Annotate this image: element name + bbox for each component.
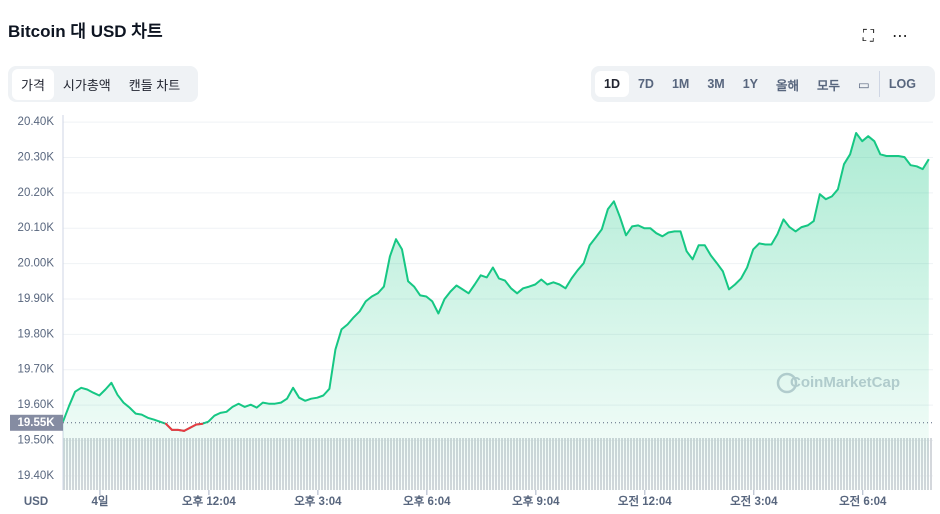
below-segment: [195, 422, 204, 426]
y-tick-label: 20.30K: [18, 151, 55, 163]
x-tick-label: 오전 6:04: [839, 494, 887, 508]
y-tick-label: 19.80K: [18, 328, 55, 340]
tab-group: 가격 시가총액 캔들 차트: [8, 66, 198, 102]
log-button[interactable]: LOG: [878, 71, 925, 97]
x-tick-label: 오후 6:04: [403, 494, 451, 508]
y-tick-label: 19.60K: [18, 399, 55, 411]
chart-title: Bitcoin 대 USD 차트: [8, 22, 163, 41]
range-group: 1D 7D 1M 3M 1Y 올해 모두 ▭ LOG: [591, 66, 935, 102]
x-tick-label: 4일: [91, 494, 108, 508]
y-tick-label: 20.40K: [18, 116, 55, 128]
x-tick-label: 오후 3:04: [294, 494, 342, 508]
tab[interactable]: 캔들 차트: [128, 77, 181, 93]
below-segment: [189, 423, 198, 429]
reference-badge: [10, 414, 63, 431]
range-button[interactable]: 7D: [637, 77, 654, 91]
below-segment: [164, 422, 173, 431]
y-tick-label: 19.90K: [18, 293, 55, 305]
x-tick-label: 오전 3:04: [730, 494, 778, 508]
below-segment: [177, 428, 186, 432]
line-area: [63, 133, 929, 490]
price-line: [62, 132, 930, 432]
range-button[interactable]: 올해: [776, 78, 800, 93]
y-tick-label: 19.70K: [18, 364, 55, 376]
y-tick-label: 20.20K: [18, 187, 55, 199]
range-button[interactable]: 1D: [595, 71, 629, 97]
watermark-logo: [776, 372, 798, 394]
y-tick-label: 19.40K: [18, 470, 55, 482]
y-tick-label: 20.10K: [18, 222, 55, 234]
y-unit-label: USD: [24, 496, 48, 508]
toolbar-icons[interactable]: ⛶⋯: [862, 28, 926, 45]
y-tick-label: 20.00K: [18, 258, 55, 270]
x-tick-label: 오후 9:04: [512, 494, 560, 508]
range-button[interactable]: 1M: [671, 77, 690, 91]
x-tick-label: 오후 12:04: [182, 494, 236, 508]
volume-band: [63, 438, 933, 490]
range-button[interactable]: 3M: [707, 77, 725, 91]
y-tick-label: 19.50K: [18, 435, 55, 447]
range-button[interactable]: 모두: [817, 78, 841, 93]
below-segment: [183, 426, 192, 432]
x-tick-label: 오전 12:04: [618, 494, 672, 508]
watermark: CoinMarketCap: [790, 374, 900, 391]
tab[interactable]: 시가총액: [62, 77, 111, 93]
calendar-button[interactable]: ▭: [858, 77, 870, 92]
reference-label: 19.55K: [17, 417, 55, 429]
range-button[interactable]: 1Y: [742, 77, 759, 91]
tab[interactable]: 가격: [12, 68, 54, 100]
